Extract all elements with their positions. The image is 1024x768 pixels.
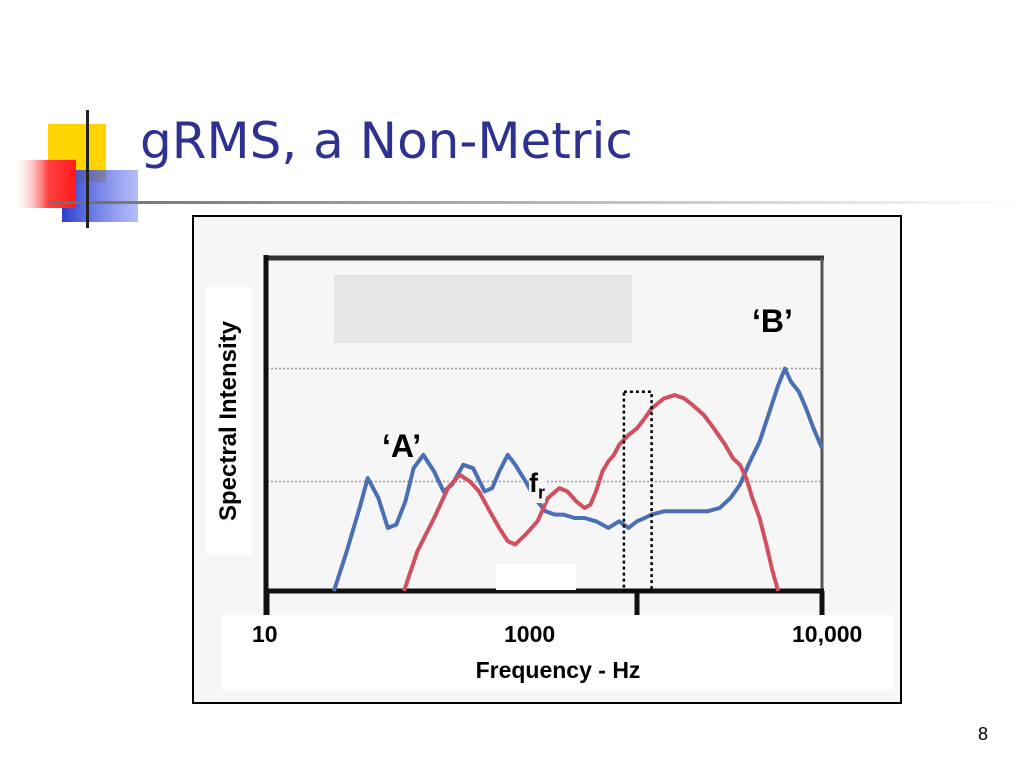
chart-plot (263, 255, 825, 617)
series-lines (331, 366, 824, 592)
title-decoration (14, 110, 1024, 228)
page-number: 8 (978, 724, 989, 744)
x-tick-label-1000: 1000 (504, 621, 556, 647)
deco-vertical-rule (86, 110, 89, 228)
legend-area-blank (334, 275, 632, 343)
series-a-line (402, 393, 781, 592)
x-axis-label-box: 10 1000 10,000 Frequency - Hz (222, 615, 894, 691)
resonance-subscript: r (538, 482, 546, 503)
series-b-line (331, 366, 824, 592)
slide-title: gRMS, a Non-Metric (140, 112, 633, 170)
deco-horizontal-rule (50, 201, 1024, 204)
x-axis-label: Frequency - Hz (475, 657, 641, 683)
y-axis-label: Spectral Intensity (215, 320, 242, 522)
y-axis-label-box: Spectral Intensity (206, 287, 252, 555)
x-tick-label-10: 10 (252, 621, 278, 647)
chart-figure: Spectral Intensity 10 1000 10,000 Freque… (192, 215, 902, 704)
resonance-symbol: f (529, 468, 538, 498)
x-tick-marks (264, 591, 825, 615)
resonance-frequency-label: fr (529, 468, 546, 504)
deco-red-square (14, 160, 76, 208)
annotation-peak-a: ‘A’ (382, 428, 422, 464)
x-tick-label-10000: 10,000 (792, 621, 863, 647)
annotation-peak-b: ‘B’ (752, 303, 793, 339)
resonance-label-background (496, 564, 576, 590)
resonance-marker-box (622, 390, 653, 593)
